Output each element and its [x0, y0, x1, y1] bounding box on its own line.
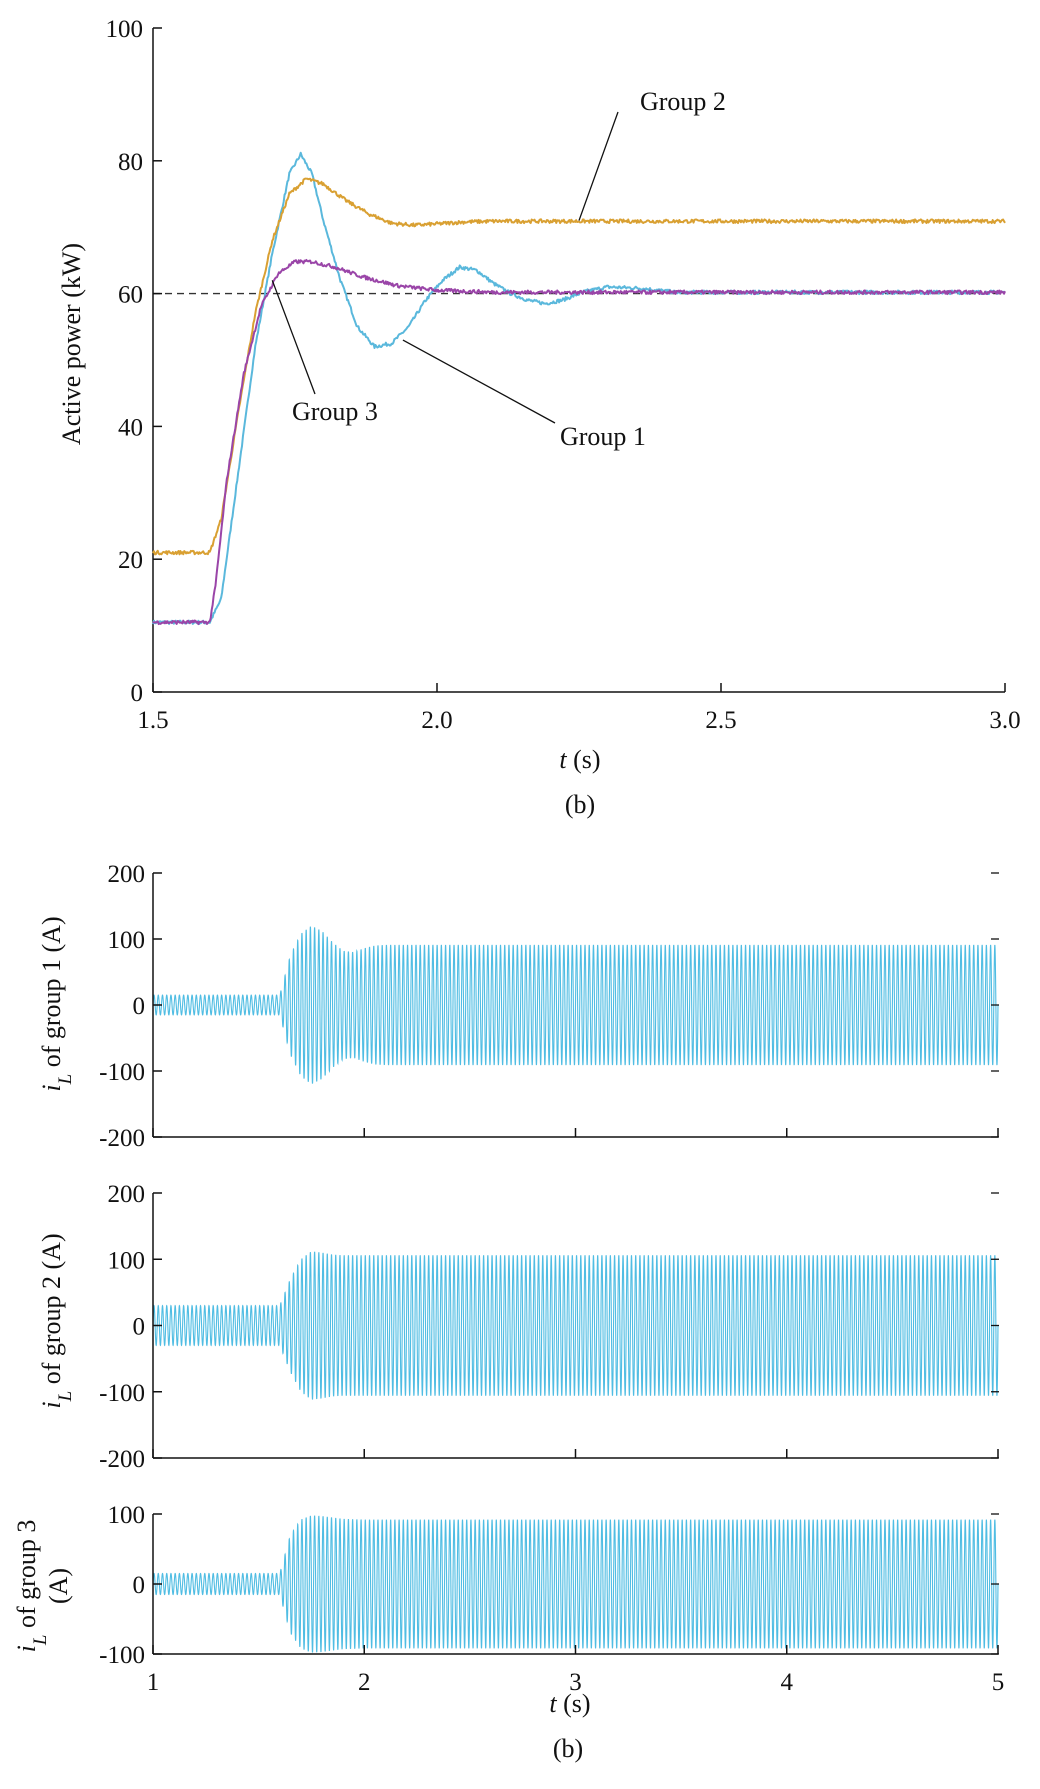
bottom-x-axis-unit: (s) [557, 1689, 591, 1718]
bottom-x-tick-label: 1 [147, 1669, 160, 1696]
top-chart-caption: (b) [565, 790, 595, 819]
panel-1: 200 100 0 -100 -200 [99, 861, 999, 1152]
current-waveform-group-2 [152, 1251, 999, 1400]
series-line-group-1 [152, 151, 1006, 625]
panel-y-tick-label: 0 [133, 993, 146, 1020]
annotation-label-group-3: Group 3 [292, 397, 378, 426]
panel3-y-axis-label-line2: (A) [44, 1568, 73, 1604]
panel-3: 100 0 -100 [99, 1502, 999, 1669]
top-annotations: Group 2 Group 1 Group 3 [271, 87, 726, 451]
panel-y-tick-label: 100 [108, 927, 146, 954]
top-y-tick-label: 0 [131, 680, 144, 707]
annotation-label-group-2: Group 2 [640, 87, 726, 116]
top-axes: 0 20 40 60 80 100 1.5 2.0 2.5 3.0 [106, 16, 1021, 734]
top-x-axis-variable: t [559, 745, 567, 774]
panel-y-tick-label: -100 [99, 1059, 145, 1086]
top-x-tick-label: 2.0 [421, 707, 452, 734]
bottom-x-axis-variable: t [549, 1689, 557, 1718]
annotation-leader-group-3 [271, 280, 316, 395]
series-line-group-2 [152, 177, 1006, 556]
panel-y-tick-label: -100 [99, 1642, 145, 1669]
panel-y-tick-label: 100 [108, 1247, 146, 1274]
top-x-tick-label: 2.5 [705, 707, 736, 734]
series-line-group-3 [152, 258, 1006, 626]
top-y-tick-label: 40 [118, 414, 143, 441]
top-x-tick-label: 3.0 [989, 707, 1020, 734]
bottom-chart-caption: (b) [553, 1734, 583, 1763]
panel2-y-axis-label: iL of group 2 (A) [37, 1233, 76, 1408]
panel-y-tick-label: 100 [108, 1502, 146, 1529]
panel-2: 200 100 0 -100 -200 [99, 1181, 999, 1473]
annotation-leader-group-1 [402, 339, 556, 424]
top-series-layer [152, 151, 1006, 626]
top-y-tick-label: 20 [118, 547, 143, 574]
top-x-tick-label: 1.5 [137, 707, 168, 734]
bottom-x-tick-label: 4 [781, 1669, 794, 1696]
top-x-axis-unit: (s) [567, 745, 601, 774]
bottom-x-tick-label: 2 [358, 1669, 371, 1696]
panel-y-tick-label: 0 [133, 1572, 146, 1599]
top-y-tick-label: 80 [118, 149, 143, 176]
panel1-y-axis-label: iL of group 1 (A) [37, 916, 76, 1091]
panel-y-tick-label: 0 [133, 1314, 146, 1341]
current-waveform-group-1 [152, 926, 999, 1084]
top-y-axis-label: Active power (kW) [57, 243, 86, 445]
bottom-x-tick-label: 5 [992, 1669, 1005, 1696]
panel-y-tick-label: -100 [99, 1380, 145, 1407]
annotation-leader-group-2 [578, 111, 619, 221]
panel-y-tick-label: -200 [99, 1446, 145, 1473]
bottom-x-tick-label: 3 [569, 1669, 582, 1696]
current-waveform-group-3 [152, 1515, 999, 1653]
panel-y-tick-label: 200 [108, 1181, 146, 1208]
panel-y-tick-label: 200 [108, 861, 146, 888]
top-y-tick-label: 60 [118, 282, 143, 309]
panel3-y-axis-label: iL of group 3 [12, 1520, 51, 1653]
top-y-tick-label: 100 [106, 16, 144, 43]
top-x-axis-label: t (s) [559, 745, 600, 774]
annotation-label-group-1: Group 1 [560, 422, 646, 451]
panel-y-tick-label: -200 [99, 1125, 145, 1152]
bottom-x-axis-label: t (s) [549, 1689, 590, 1718]
